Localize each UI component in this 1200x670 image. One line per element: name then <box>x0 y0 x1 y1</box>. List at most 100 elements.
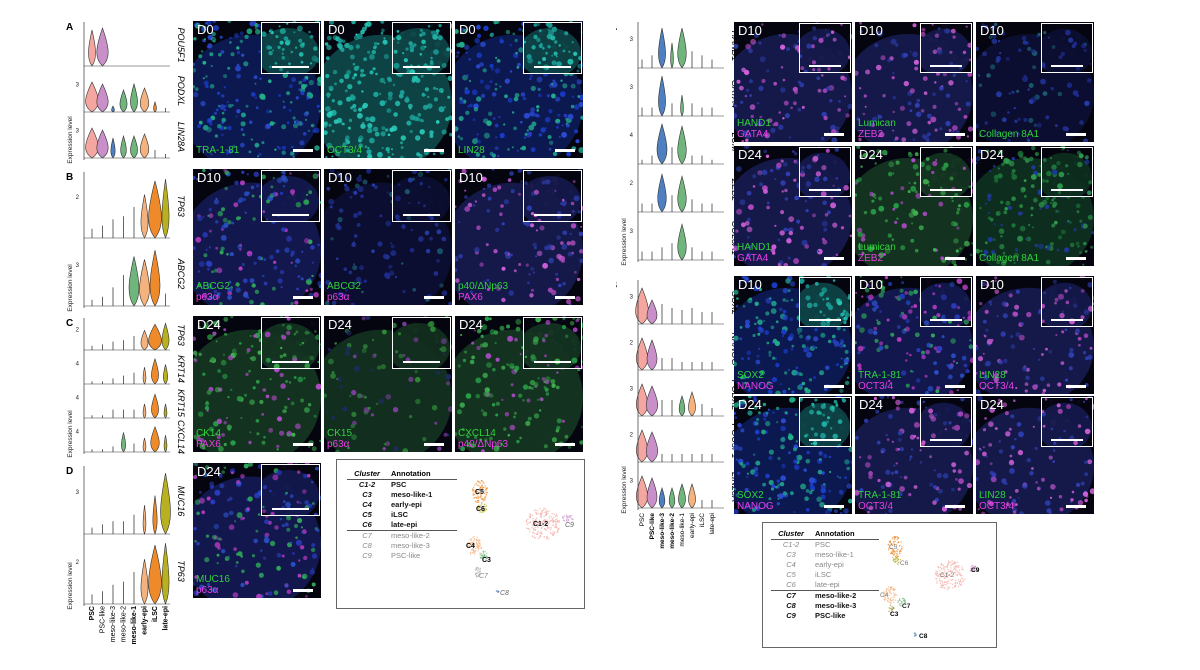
umap-point-c6 <box>899 558 902 561</box>
cell-nucleus <box>458 179 463 184</box>
cell-nucleus <box>428 185 431 189</box>
cell-nucleus <box>1026 311 1032 318</box>
micrograph-haze <box>1042 402 1092 446</box>
cell-nucleus <box>351 76 356 80</box>
umap-point-c5 <box>890 547 892 550</box>
cell-nucleus <box>772 411 775 414</box>
umap-point-c6 <box>483 504 486 506</box>
cell-nucleus <box>392 83 396 87</box>
cell-nucleus <box>817 250 820 253</box>
cell-nucleus <box>203 253 208 258</box>
cell-nucleus <box>393 49 398 54</box>
cell-nucleus <box>205 465 210 470</box>
cell-nucleus <box>193 246 196 251</box>
violin-tick-label: 3 <box>630 386 634 392</box>
cell-nucleus <box>214 489 221 496</box>
cell-nucleus <box>332 35 338 41</box>
cell-nucleus <box>351 411 357 417</box>
scale-bar <box>293 443 313 446</box>
cell-nucleus <box>1014 438 1017 441</box>
cell-nucleus <box>542 57 547 61</box>
cell-nucleus <box>963 115 968 119</box>
umap-point-c12 <box>542 520 544 523</box>
cell-nucleus <box>440 346 447 353</box>
cell-nucleus <box>1087 78 1092 83</box>
cell-nucleus <box>758 347 761 350</box>
umap-cluster-label: C5 <box>475 489 484 496</box>
cell-nucleus <box>908 407 915 414</box>
cell-nucleus <box>483 438 488 442</box>
cell-nucleus <box>313 292 319 298</box>
cell-nucleus <box>952 125 958 131</box>
cell-nucleus <box>381 126 386 130</box>
cell-nucleus <box>223 222 229 228</box>
expression-level-label: Expression level <box>67 562 74 610</box>
cell-nucleus <box>1069 398 1073 402</box>
cell-nucleus <box>325 279 331 286</box>
micrograph-panel: D24 MUC16 p63α <box>193 463 321 598</box>
violin-shape <box>148 180 162 239</box>
cell-nucleus <box>292 116 296 120</box>
cell-nucleus <box>489 329 496 335</box>
cell-nucleus <box>239 31 244 36</box>
cell-nucleus <box>331 129 335 133</box>
cell-nucleus <box>513 126 517 131</box>
cell-nucleus <box>979 302 983 306</box>
micrograph-image <box>393 318 450 368</box>
cell-nucleus <box>848 446 852 453</box>
cell-nucleus <box>193 582 195 586</box>
cell-nucleus <box>345 289 348 292</box>
cell-nucleus <box>243 278 248 283</box>
cell-nucleus <box>547 28 550 32</box>
umap-point-c12 <box>537 538 540 540</box>
cell-nucleus <box>1010 335 1014 339</box>
cell-nucleus <box>876 149 881 154</box>
cell-nucleus <box>529 293 534 298</box>
cell-nucleus <box>570 83 576 89</box>
cell-nucleus <box>480 41 486 48</box>
cell-nucleus <box>228 510 234 516</box>
gene-label: KRT15 <box>176 389 186 418</box>
violin-shape <box>139 87 150 113</box>
cell-nucleus <box>534 113 539 118</box>
legend-row: C1-2 PSC <box>347 480 457 490</box>
cell-nucleus <box>893 371 897 375</box>
cell-nucleus <box>795 160 799 165</box>
cell-nucleus <box>842 344 846 348</box>
cell-nucleus <box>754 301 759 306</box>
violin-shape <box>152 495 158 535</box>
violin-tick-label: 4 <box>76 396 80 402</box>
cell-nucleus <box>1081 43 1087 49</box>
cell-nucleus <box>285 379 289 384</box>
umap-point-c5 <box>475 482 477 485</box>
cell-nucleus <box>464 44 470 50</box>
umap-point-c5 <box>475 491 477 493</box>
legend-cluster: C4 <box>786 560 796 569</box>
cell-nucleus <box>912 164 919 170</box>
cell-nucleus <box>255 379 260 384</box>
cell-nucleus <box>837 108 841 112</box>
cell-nucleus <box>304 407 310 413</box>
cell-nucleus <box>308 445 311 448</box>
timepoint-label: D10 <box>738 277 762 292</box>
cell-nucleus <box>524 132 528 136</box>
cell-nucleus <box>513 269 517 273</box>
cell-nucleus <box>923 310 927 314</box>
cell-nucleus <box>830 196 834 200</box>
cell-nucleus <box>984 25 989 29</box>
cell-nucleus <box>193 85 196 89</box>
cell-nucleus <box>311 582 316 587</box>
cell-nucleus <box>941 335 945 339</box>
cell-nucleus <box>1084 398 1088 401</box>
cell-nucleus <box>286 324 292 331</box>
inset-scale-bar <box>809 189 841 191</box>
cell-nucleus <box>536 76 543 83</box>
umap-point-c5 <box>889 546 891 548</box>
cell-nucleus <box>1044 204 1050 210</box>
cell-nucleus <box>891 396 895 400</box>
cell-nucleus <box>778 124 784 130</box>
cell-nucleus <box>1005 200 1011 206</box>
umap-point-c7 <box>475 567 478 569</box>
umap-point-c12 <box>546 510 549 512</box>
cell-nucleus <box>313 46 318 51</box>
